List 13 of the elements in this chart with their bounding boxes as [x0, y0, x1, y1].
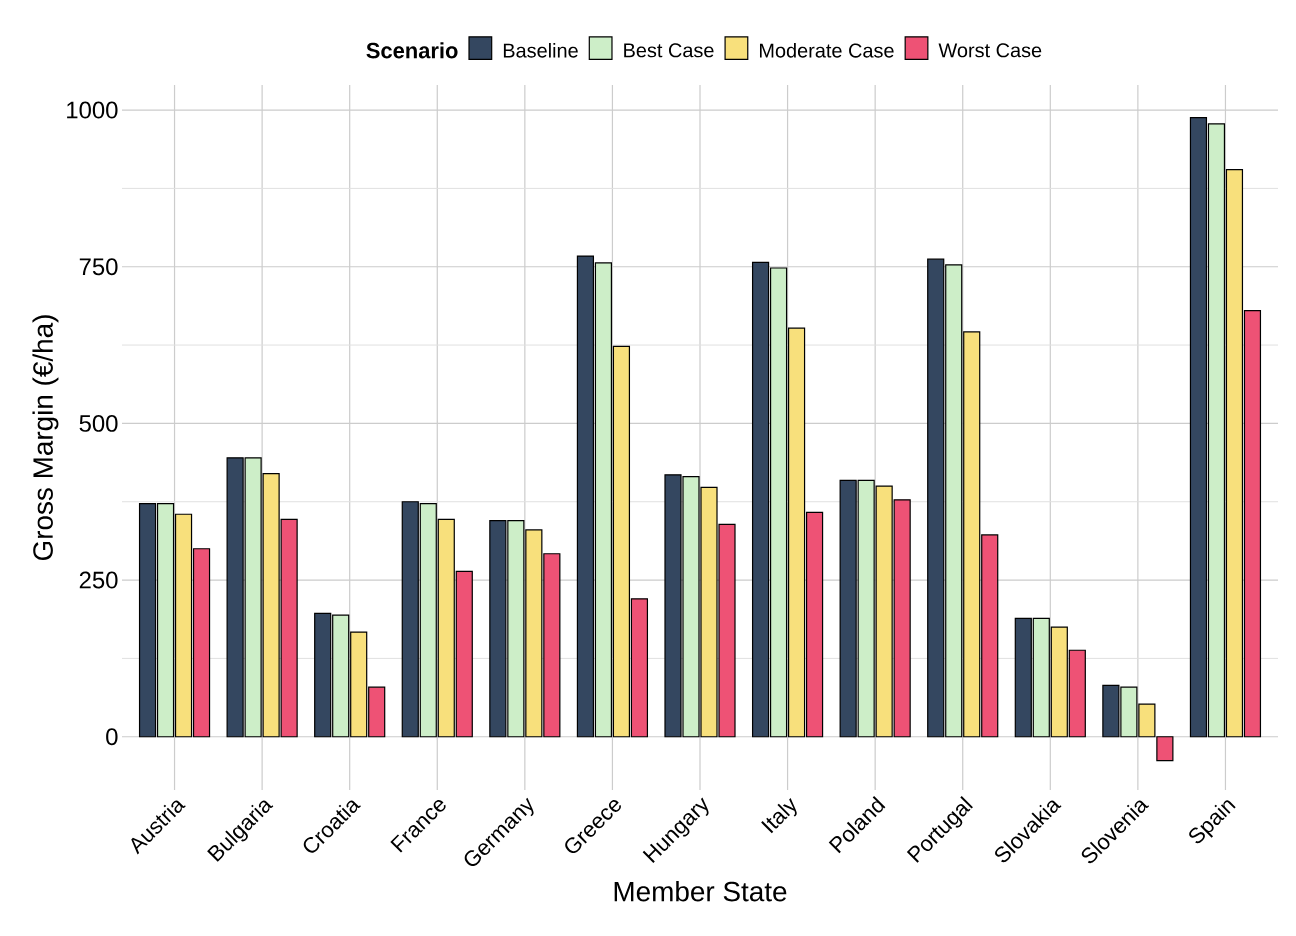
legend-label: Moderate Case: [759, 43, 894, 58]
legend-label: Baseline: [503, 43, 578, 58]
y-tick-label: 250: [79, 571, 118, 589]
y-tick-label: 0: [106, 728, 118, 746]
x-axis-title: Member State: [614, 880, 787, 902]
legend-label: Best Case: [624, 43, 714, 58]
y-tick-label: 750: [79, 258, 118, 276]
y-axis-title: Gross Margin (€/ha): [32, 315, 59, 561]
y-tick-label: 1000: [67, 101, 118, 119]
x-tick-label: Italy: [761, 798, 797, 834]
legend-title: Scenario: [366, 42, 458, 59]
legend-label: Worst Case: [938, 43, 1042, 58]
y-tick-label: 500: [79, 414, 118, 432]
